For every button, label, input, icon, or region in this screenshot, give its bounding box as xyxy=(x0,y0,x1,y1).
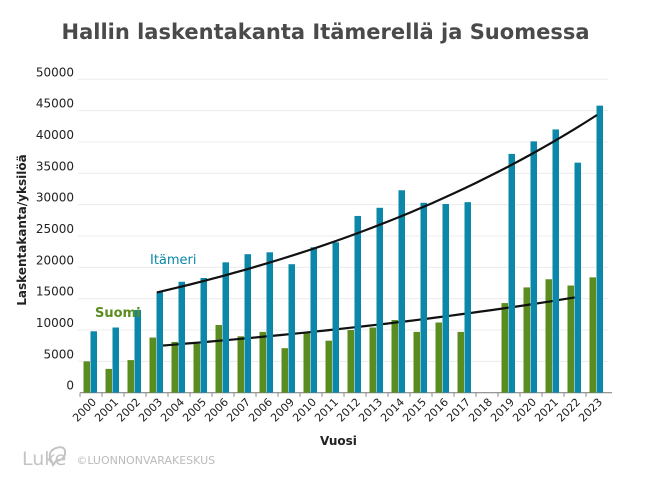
x-tick-label: 2005 xyxy=(180,396,209,425)
x-tick-label: 2006 xyxy=(246,396,275,425)
x-tick-label: 2014 xyxy=(378,396,407,425)
bar-itämeri xyxy=(332,242,339,393)
y-tick-label: 40000 xyxy=(36,128,74,142)
bar-itämeri xyxy=(354,215,361,393)
bar-suomi xyxy=(193,343,200,393)
bar-itämeri xyxy=(222,262,229,393)
chart-title: Hallin laskentakanta Itämerellä ja Suome… xyxy=(61,20,590,44)
x-tick-label: 2003 xyxy=(136,396,165,425)
x-tick-label: 2013 xyxy=(356,396,385,425)
bar-itämeri xyxy=(266,252,273,393)
x-axis-label: Vuosi xyxy=(320,434,357,448)
bar-suomi xyxy=(413,331,420,393)
bar-suomi xyxy=(523,287,530,393)
x-tick-label: 2016 xyxy=(422,396,451,425)
x-tick-label: 2006 xyxy=(202,396,231,425)
footer: Luke ©LUONNONVARAKESKUS xyxy=(22,448,215,470)
x-tick-label: 2002 xyxy=(114,396,143,425)
bar-itämeri xyxy=(244,254,251,393)
y-tick-label: 10000 xyxy=(36,316,74,330)
x-tick-label: 2001 xyxy=(92,396,121,425)
bar-suomi xyxy=(171,341,178,393)
bar-itämeri xyxy=(420,202,427,393)
bar-itämeri xyxy=(442,204,449,393)
copyright-text: ©LUONNONVARAKESKUS xyxy=(76,454,216,467)
x-tick-label: 2007 xyxy=(224,396,253,425)
bar-suomi xyxy=(105,368,112,393)
bar-suomi xyxy=(237,336,244,393)
y-tick-label: 0 xyxy=(66,379,74,393)
y-tick-label: 35000 xyxy=(36,159,74,173)
bar-itämeri xyxy=(156,291,163,393)
bar-itämeri xyxy=(310,247,317,393)
bar-suomi xyxy=(391,319,398,393)
bar-suomi xyxy=(589,277,596,393)
bar-itämeri xyxy=(200,277,207,393)
bar-itämeri xyxy=(596,105,603,393)
x-tick-label: 2011 xyxy=(312,396,341,425)
x-tick-label: 2023 xyxy=(576,396,605,425)
bar-suomi xyxy=(215,325,222,393)
x-tick-label: 2019 xyxy=(488,396,517,425)
y-tick-label: 50000 xyxy=(36,65,74,79)
bar-itämeri xyxy=(134,309,141,393)
bar-suomi xyxy=(567,285,574,393)
y-tick-label: 15000 xyxy=(36,285,74,299)
bar-itämeri xyxy=(90,331,97,393)
bar-itämeri xyxy=(530,141,537,393)
y-tick-label: 45000 xyxy=(36,97,74,111)
x-tick-label: 2010 xyxy=(290,396,319,425)
trendline-itämeri xyxy=(156,114,598,294)
bar-suomi xyxy=(501,303,508,393)
bar-suomi xyxy=(83,361,90,393)
bar-suomi xyxy=(259,331,266,393)
bar-suomi xyxy=(325,340,332,393)
x-tick-label: 2009 xyxy=(268,396,297,425)
bar-itämeri xyxy=(552,129,559,393)
y-tick-label: 20000 xyxy=(36,253,74,267)
bar-itämeri xyxy=(288,264,295,393)
bar-suomi xyxy=(149,337,156,393)
bar-itämeri xyxy=(376,207,383,393)
bar-suomi xyxy=(545,279,552,393)
bar-suomi xyxy=(281,348,288,393)
y-tick-label: 25000 xyxy=(36,222,74,236)
bar-suomi xyxy=(127,360,134,393)
bar-itämeri xyxy=(574,162,581,393)
bar-suomi xyxy=(457,331,464,393)
bar-itämeri xyxy=(178,281,185,393)
bar-itämeri xyxy=(508,153,515,393)
bar-suomi xyxy=(369,327,376,393)
x-tick-label: 2012 xyxy=(334,396,363,425)
bar-itämeri xyxy=(112,327,119,393)
bar-itämeri xyxy=(464,202,471,393)
y-tick-label: 5000 xyxy=(43,347,74,361)
bar-itämeri xyxy=(398,190,405,393)
bar-suomi xyxy=(303,332,310,393)
leaf-logo-icon xyxy=(48,446,67,468)
x-tick-label: 2004 xyxy=(158,396,187,425)
x-tick-label: 2017 xyxy=(444,396,473,425)
x-tick-label: 2022 xyxy=(554,396,583,425)
x-tick-label: 2020 xyxy=(510,396,539,425)
x-tick-label: 2018 xyxy=(466,396,495,425)
x-tick-label: 2015 xyxy=(400,396,429,425)
y-tick-label: 30000 xyxy=(36,191,74,205)
x-tick-label: 2021 xyxy=(532,396,561,425)
luke-logo: Luke xyxy=(22,448,67,470)
series-label-itameri: Itämeri xyxy=(150,253,197,268)
series-label-suomi: Suomi xyxy=(95,306,141,321)
bar-suomi xyxy=(347,330,354,393)
x-tick-label: 2000 xyxy=(70,396,99,425)
bar-suomi xyxy=(435,322,442,393)
